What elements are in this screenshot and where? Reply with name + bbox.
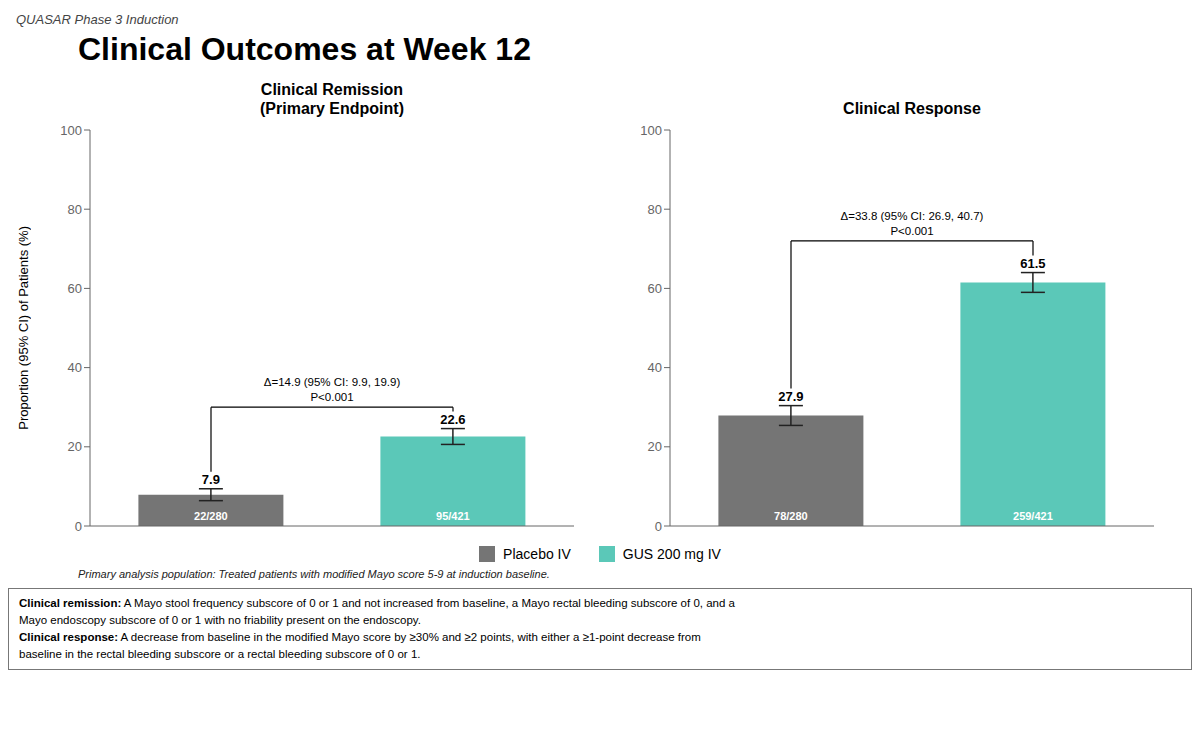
svg-text:7.9: 7.9 [202,472,220,487]
svg-text:Δ=33.8 (95% CI: 26.9, 40.7)P<0: Δ=33.8 (95% CI: 26.9, 40.7)P<0.001 [841,210,984,237]
svg-text:Δ=14.9 (95% CI: 9.9, 19.9)P<0.: Δ=14.9 (95% CI: 9.9, 19.9)P<0.001 [264,376,401,403]
html-text:Placebo IV: Placebo IV [503,546,571,562]
svg-text:22/280: 22/280 [194,510,228,522]
svg-text:27.9: 27.9 [778,389,803,404]
svg-text:20: 20 [648,439,662,454]
html-text:Clinical remission: A Mayo sto: Clinical remission: A Mayo stool frequen… [19,597,735,609]
html-text:Mayo endoscopy subscore of 0 o: Mayo endoscopy subscore of 0 or 1 with n… [19,614,421,626]
svg-text:22.6: 22.6 [440,412,465,427]
svg-text:60: 60 [68,281,82,296]
svg-text:40: 40 [68,360,82,375]
svg-text:60: 60 [648,281,662,296]
svg-text:78/280: 78/280 [774,510,808,522]
html-text:Clinical Remission (Primary En: Clinical Remission (Primary Endpoint) [260,81,404,117]
html-text:Clinical Outcomes at Week 12: Clinical Outcomes at Week 12 [78,31,531,67]
svg-text:100: 100 [60,123,82,138]
html-text:GUS 200 mg IV: GUS 200 mg IV [622,546,721,562]
svg-text:0: 0 [75,519,82,534]
html-text:Proportion (95% CI) of Patient: Proportion (95% CI) of Patients (%) [15,226,31,430]
html-text:baseline in the rectal bleedin: baseline in the rectal bleeding subscore… [19,648,421,660]
svg-text:95/421: 95/421 [436,510,470,522]
svg-text:61.5: 61.5 [1020,256,1045,271]
html-text:QUASAR Phase 3 Induction: QUASAR Phase 3 Induction [16,12,179,27]
svg-text:40: 40 [648,360,662,375]
svg-text:80: 80 [648,202,662,217]
svg-text:100: 100 [640,123,662,138]
html-text:Clinical Response: Clinical Response [843,100,981,117]
html-text:Primary analysis population: T: Primary analysis population: Treated pat… [78,568,550,580]
html-text:Clinical response: A decrease: Clinical response: A decrease from basel… [19,631,701,643]
svg-text:80: 80 [68,202,82,217]
svg-text:20: 20 [68,439,82,454]
svg-text:259/421: 259/421 [1013,510,1053,522]
svg-text:0: 0 [655,519,662,534]
